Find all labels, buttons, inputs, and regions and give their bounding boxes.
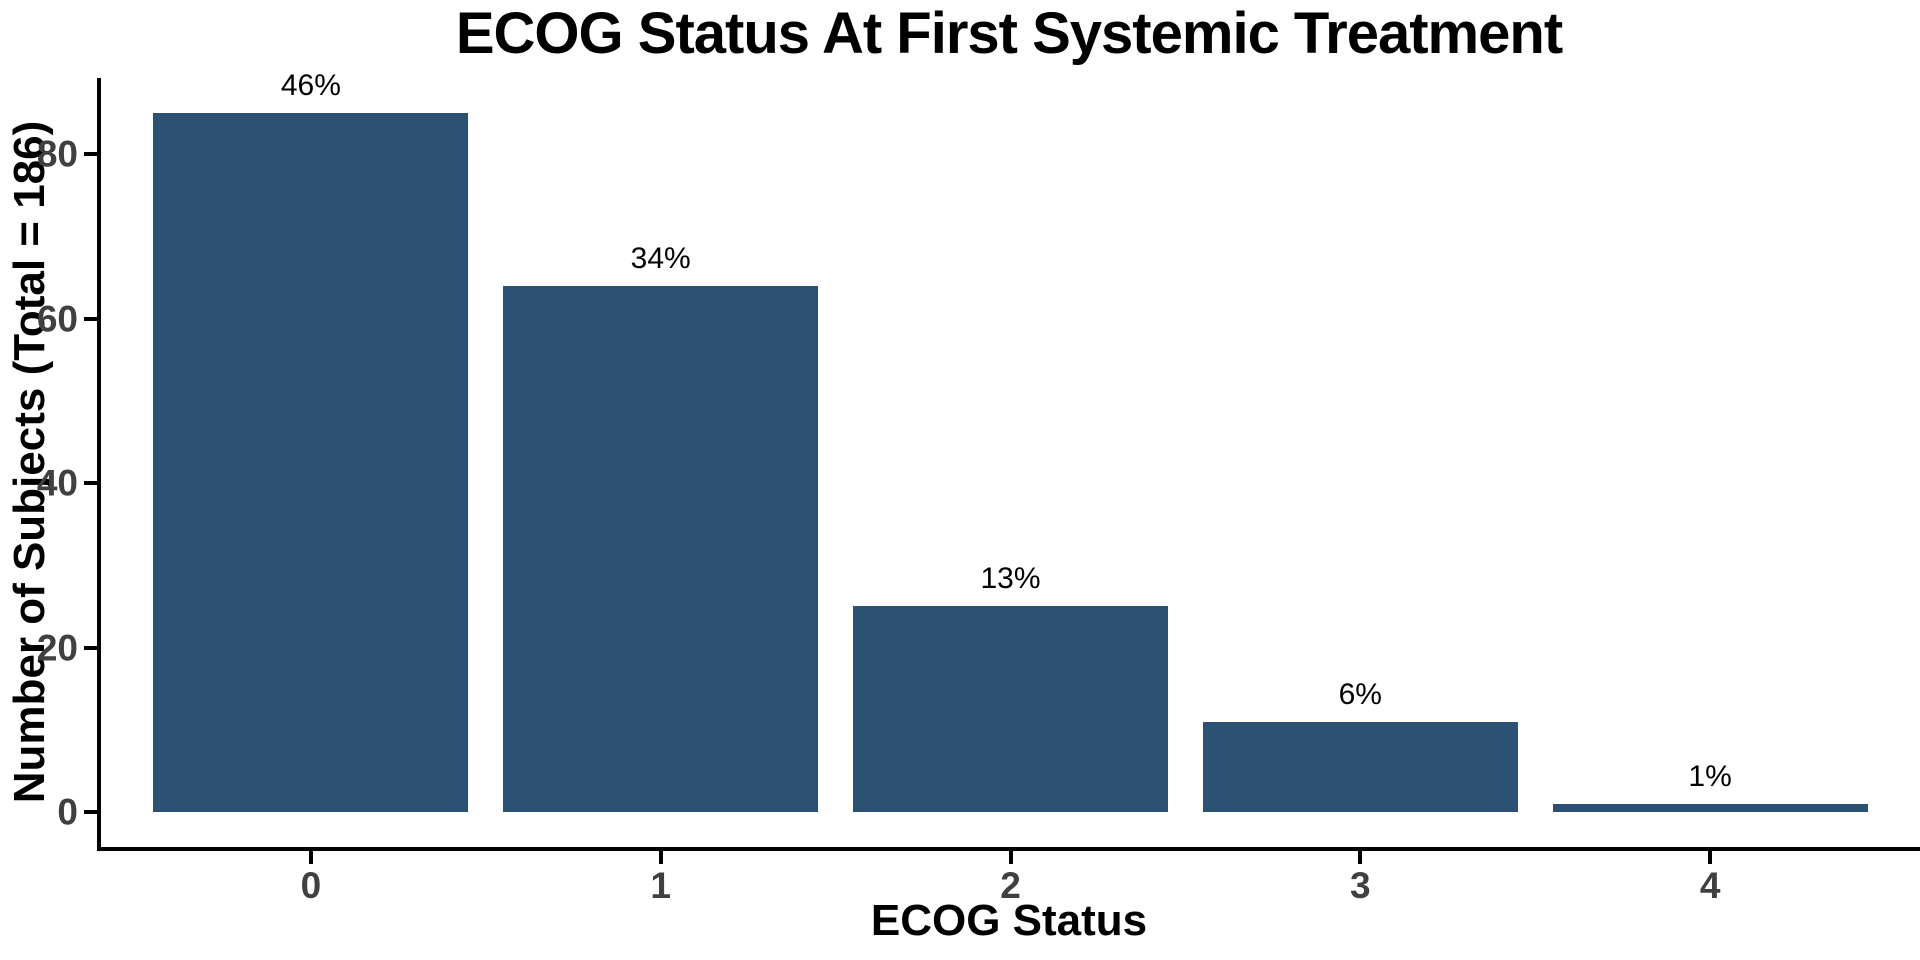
y-axis-tick-label: 80 <box>36 133 78 175</box>
y-axis-tick-mark <box>84 481 97 486</box>
x-axis-tick-mark <box>658 851 663 864</box>
y-axis-tick-label: 60 <box>36 298 78 340</box>
bar <box>503 285 819 813</box>
x-axis-tick-label: 3 <box>1350 865 1371 906</box>
y-axis-tick-label: 20 <box>36 627 78 669</box>
y-axis-tick-label: 40 <box>36 462 78 504</box>
bar <box>853 606 1168 813</box>
bar-value-label: 34% <box>630 241 691 275</box>
x-axis-ticks: 0 1 2 3 4 <box>101 851 1920 911</box>
bar-value-label: 6% <box>1338 677 1382 711</box>
bar <box>1202 721 1518 813</box>
x-axis-tick-mark <box>1708 851 1713 864</box>
chart-title: ECOG Status At First Systemic Treatment <box>455 1 1563 66</box>
bar-value-label: 46% <box>280 68 341 102</box>
plot-panel: 46% 34% 13% 6% 1% <box>97 69 1920 851</box>
y-axis-tick-mark <box>84 316 97 321</box>
x-axis-tick-label: 0 <box>300 865 322 906</box>
y-axis-tick-mark <box>84 152 97 157</box>
x-axis-tick-mark <box>308 851 313 864</box>
y-axis-tick-mark <box>84 810 97 815</box>
y-axis-tick-mark <box>84 645 97 650</box>
x-axis-tick-mark <box>1358 851 1363 864</box>
x-axis-tick-label: 4 <box>1699 865 1721 906</box>
bar-value-label: 13% <box>980 562 1041 596</box>
bar <box>153 112 469 813</box>
x-axis-tick-mark <box>1008 851 1013 864</box>
x-axis-title: ECOG Status <box>870 896 1148 945</box>
x-axis-tick-label: 1 <box>650 865 671 906</box>
y-axis-tick-label: 0 <box>57 791 78 833</box>
y-axis-ticks: 0 20 40 60 80 <box>0 78 97 847</box>
bar <box>1552 803 1868 813</box>
bar-value-label: 1% <box>1688 759 1732 793</box>
x-axis-tick-label: 2 <box>1000 865 1021 906</box>
